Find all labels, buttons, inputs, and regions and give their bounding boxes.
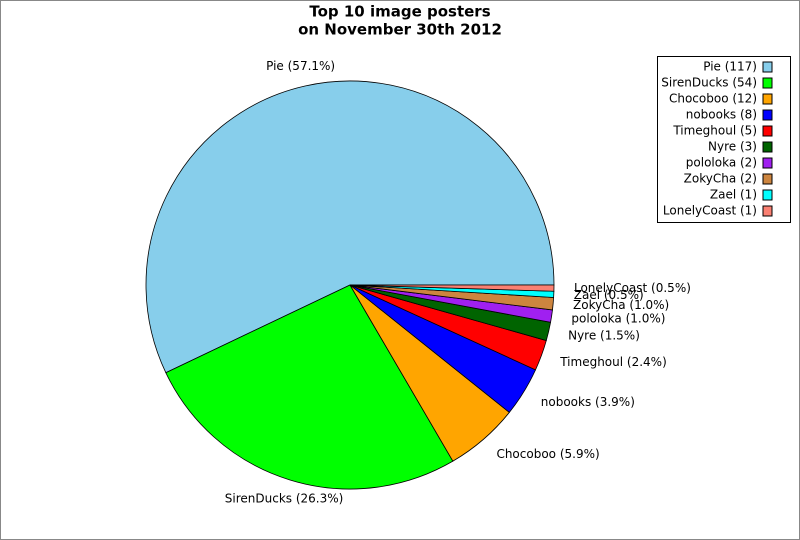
chart-title: on November 30th 2012 bbox=[298, 21, 502, 39]
legend-label: ZokyCha (2) bbox=[684, 172, 757, 186]
legend-swatch bbox=[762, 93, 773, 105]
chart-title: Top 10 image posters bbox=[309, 3, 490, 21]
legend-swatch bbox=[762, 125, 773, 137]
legend-label: pololoka (2) bbox=[686, 156, 757, 170]
legend-swatch bbox=[762, 61, 773, 73]
legend-label: Timeghoul (5) bbox=[672, 124, 757, 138]
legend-swatch bbox=[762, 189, 773, 201]
legend-label: SirenDucks (54) bbox=[661, 76, 757, 90]
legend-swatch bbox=[762, 157, 773, 169]
slice-label: Nyre (1.5%) bbox=[568, 329, 640, 343]
slice-label: Zael (0.5%) bbox=[574, 288, 644, 302]
legend-swatch bbox=[762, 141, 773, 153]
legend-label: LonelyCoast (1) bbox=[663, 204, 757, 218]
legend-label: Zael (1) bbox=[710, 188, 757, 202]
pie-slice bbox=[165, 284, 454, 490]
slice-label: Chocoboo (5.9%) bbox=[496, 447, 599, 461]
slice-label: nobooks (3.9%) bbox=[541, 395, 635, 409]
pie-slice bbox=[145, 80, 555, 374]
legend-swatch bbox=[762, 109, 773, 121]
legend-swatch bbox=[762, 173, 773, 185]
slice-label: LonelyCoast (0.5%) bbox=[574, 281, 691, 295]
pie-slice bbox=[349, 284, 555, 292]
legend-label: Pie (117) bbox=[703, 60, 757, 74]
legend-label: Chocoboo (12) bbox=[669, 92, 757, 106]
legend-swatch bbox=[762, 205, 773, 217]
legend-label: Nyre (3) bbox=[708, 140, 757, 154]
legend-label: nobooks (8) bbox=[686, 108, 757, 122]
slice-label: Timeghoul (2.4%) bbox=[559, 355, 667, 369]
slice-label: SirenDucks (26.3%) bbox=[225, 492, 344, 506]
slice-label: pololoka (1.0%) bbox=[571, 312, 665, 326]
slice-label: Pie (57.1%) bbox=[266, 59, 335, 73]
slice-label: ZokyCha (1.0%) bbox=[573, 298, 669, 312]
legend-swatch bbox=[762, 77, 773, 89]
